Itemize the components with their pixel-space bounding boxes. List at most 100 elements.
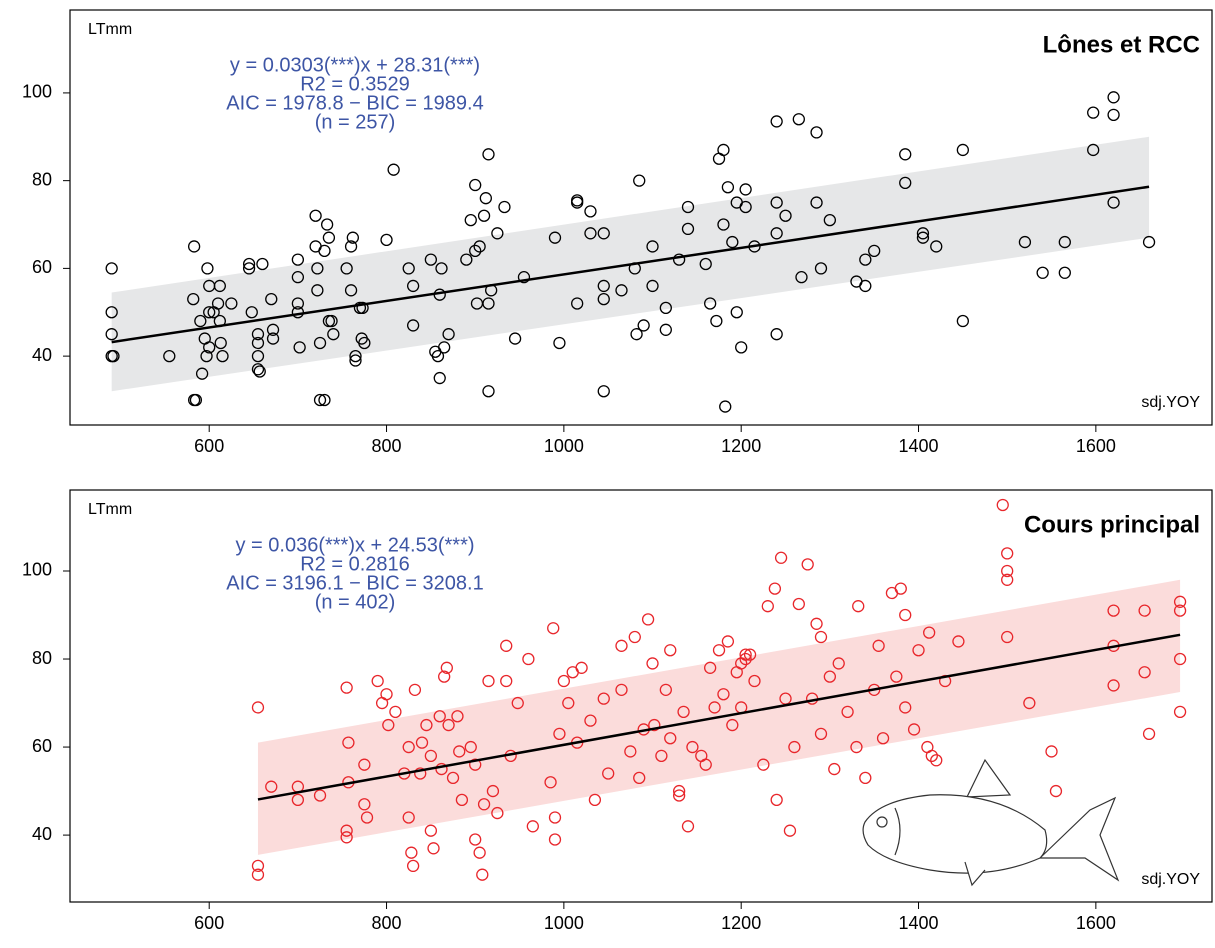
data-point <box>646 657 659 670</box>
panel-title: Lônes et RCC <box>1043 31 1200 58</box>
data-point <box>1173 604 1187 617</box>
data-point <box>464 740 477 754</box>
y-tick-label: 60 <box>32 257 52 277</box>
data-point <box>245 306 258 319</box>
y-tick-label: 100 <box>22 82 52 102</box>
data-point <box>313 789 327 802</box>
data-point <box>712 644 726 657</box>
data-point <box>340 831 353 844</box>
data-point <box>1107 108 1120 121</box>
data-point <box>735 341 748 354</box>
data-point <box>517 271 531 284</box>
data-point <box>548 231 562 244</box>
data-point <box>311 284 324 297</box>
panel-title: Cours principal <box>1024 511 1200 538</box>
fit-annotation: AIC = 1978.8 − BIC = 1989.4 <box>226 92 483 114</box>
data-point <box>266 332 280 345</box>
data-point <box>597 292 610 306</box>
data-point <box>1087 143 1100 157</box>
data-point <box>327 328 340 341</box>
data-point <box>498 200 511 214</box>
data-point <box>717 218 730 231</box>
data-point <box>195 367 209 380</box>
data-point <box>1087 106 1100 119</box>
data-point <box>890 670 903 683</box>
data-point <box>770 328 783 341</box>
data-point <box>349 354 362 367</box>
data-point <box>956 143 970 157</box>
data-point <box>721 635 735 648</box>
data-point <box>253 365 266 378</box>
data-point <box>464 213 477 227</box>
data-point <box>770 115 783 128</box>
y-tick-label: 80 <box>32 648 52 668</box>
data-point <box>438 670 451 683</box>
data-point <box>469 244 482 257</box>
data-point <box>615 284 628 297</box>
data-point <box>907 723 921 736</box>
data-point <box>810 126 823 139</box>
fit-annotation: (n = 402) <box>315 591 396 613</box>
data-point <box>511 696 524 710</box>
regression-line <box>257 633 1181 801</box>
data-point <box>615 639 628 652</box>
data-point <box>358 758 371 771</box>
data-point <box>469 758 482 771</box>
data-point <box>1001 630 1014 644</box>
data-point <box>387 163 400 176</box>
data-point <box>433 710 446 723</box>
data-point <box>251 701 265 714</box>
data-point <box>1173 705 1187 718</box>
data-point <box>256 257 269 271</box>
data-point <box>850 740 863 754</box>
data-point <box>211 297 225 310</box>
data-point <box>325 314 338 328</box>
data-point <box>251 363 265 376</box>
data-point <box>1001 547 1014 560</box>
data-point <box>482 297 495 310</box>
data-point <box>726 235 739 249</box>
data-point <box>557 674 571 688</box>
data-point <box>770 227 783 240</box>
data-point <box>894 582 907 595</box>
data-point <box>761 600 774 613</box>
data-point <box>868 244 881 257</box>
data-point <box>322 231 336 244</box>
data-point <box>1001 564 1014 578</box>
data-point <box>548 833 562 846</box>
x-axis-label: sdj.YOY <box>1141 871 1200 888</box>
data-point <box>739 648 752 661</box>
fit-annotation: y = 0.036(***)x + 24.53(***) <box>235 534 474 556</box>
data-point <box>659 323 672 336</box>
data-point <box>1173 652 1187 666</box>
data-point <box>584 227 597 240</box>
data-point <box>1142 235 1156 249</box>
data-point <box>344 284 358 297</box>
y-tick-label: 80 <box>32 169 52 189</box>
x-tick-label: 600 <box>194 913 224 933</box>
y-tick-label: 60 <box>32 736 52 756</box>
data-point <box>562 696 575 710</box>
data-point <box>664 732 677 745</box>
data-point <box>704 297 717 310</box>
data-point <box>655 749 668 763</box>
y-axis-label: LTmm <box>88 501 132 518</box>
data-point <box>473 240 486 253</box>
x-tick-label: 1200 <box>721 913 761 933</box>
data-point <box>415 736 429 749</box>
data-point <box>876 732 890 745</box>
data-point <box>360 811 374 824</box>
x-tick-label: 1200 <box>721 436 761 456</box>
x-tick-label: 800 <box>372 436 402 456</box>
data-point <box>380 688 393 701</box>
data-point <box>500 639 513 652</box>
data-point <box>553 336 566 350</box>
data-point <box>1018 235 1032 249</box>
data-point <box>912 644 925 657</box>
data-point <box>469 178 482 192</box>
data-point <box>340 824 353 837</box>
data-point <box>801 558 814 571</box>
data-point <box>672 789 686 802</box>
y-axis-label: LTmm <box>88 21 132 38</box>
data-point <box>340 262 353 275</box>
